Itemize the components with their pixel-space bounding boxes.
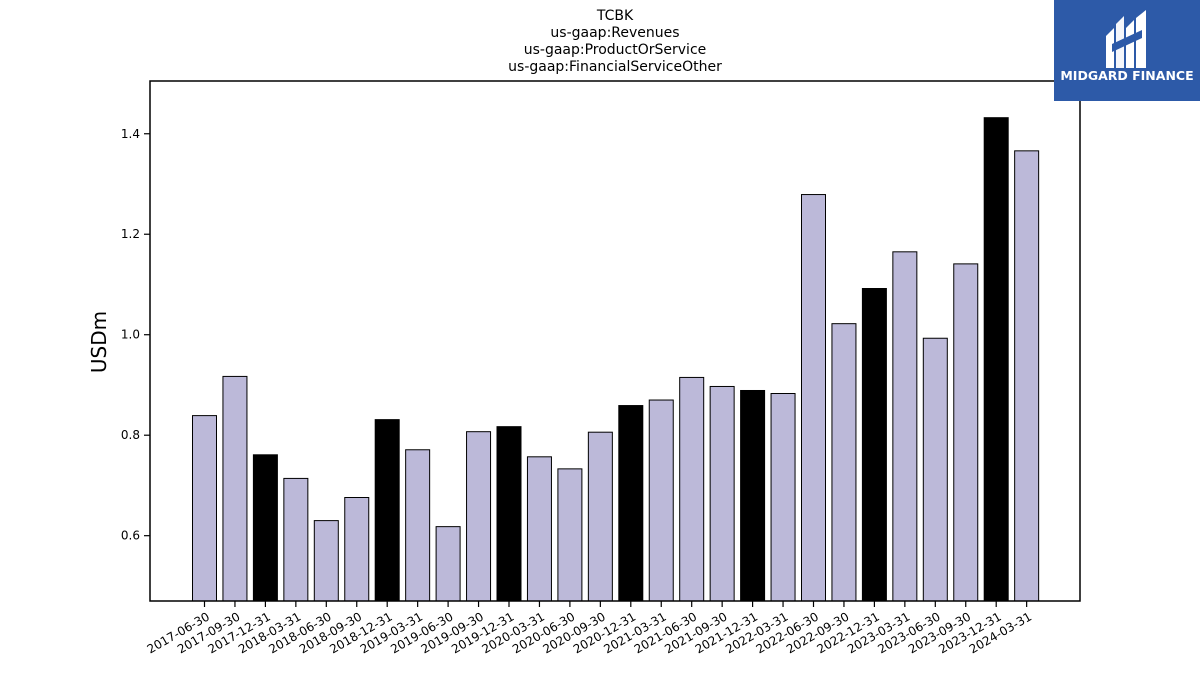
y-tick-label: 0.6: [121, 529, 140, 543]
bar: [861, 288, 887, 602]
logo-mark-icon: [1106, 10, 1146, 68]
chart-title-line: us-gaap:FinancialServiceOther: [508, 59, 722, 75]
axes: [149, 80, 1081, 602]
bar: [770, 393, 796, 602]
bar: [466, 431, 492, 602]
bar: [222, 375, 248, 602]
bar: [435, 526, 461, 602]
bar: [892, 251, 918, 602]
y-tick-label: 0.8: [121, 428, 140, 442]
y-axis-ticks: 0.6 0.8 1.0 1.2 1.4: [121, 127, 150, 543]
bar: [801, 194, 826, 602]
bar: [953, 263, 979, 602]
y-axis-label: USDm: [87, 311, 111, 373]
chart-title: TCBKus-gaap:Revenuesus-gaap:ProductOrSer…: [508, 8, 722, 75]
bar: [1014, 150, 1040, 602]
chart-title-line: TCBK: [596, 8, 634, 24]
bar: [618, 405, 644, 602]
y-tick-label: 1.0: [121, 328, 140, 342]
bar: [496, 426, 522, 602]
bar: [587, 431, 613, 602]
bar: [831, 323, 857, 602]
midgard-finance-logo: MIDGARD FINANCE: [1054, 0, 1200, 101]
bar: [374, 419, 400, 602]
y-tick-label: 1.2: [121, 227, 140, 241]
bar: [344, 497, 370, 602]
bar: [740, 389, 766, 602]
bar: [252, 454, 278, 602]
x-axis-ticks: 2017-06-302017-09-302017-12-312018-03-31…: [145, 601, 1034, 656]
bar: [405, 449, 431, 602]
bar: [192, 415, 217, 602]
chart-title-line: us-gaap:ProductOrService: [524, 42, 707, 58]
bar: [557, 468, 583, 602]
logo-text: MIDGARD FINANCE: [1060, 68, 1194, 83]
bar: [313, 520, 339, 602]
bars: [192, 117, 1040, 602]
bar: [922, 337, 948, 602]
bar: [983, 117, 1009, 602]
bar: [648, 399, 674, 602]
bar: [283, 477, 309, 602]
plot-frame: [149, 80, 1081, 602]
bar: [709, 385, 735, 602]
bar: [679, 376, 705, 602]
bar: [526, 456, 552, 602]
y-tick-label: 1.4: [121, 127, 140, 141]
chart-title-line: us-gaap:Revenues: [550, 25, 679, 41]
